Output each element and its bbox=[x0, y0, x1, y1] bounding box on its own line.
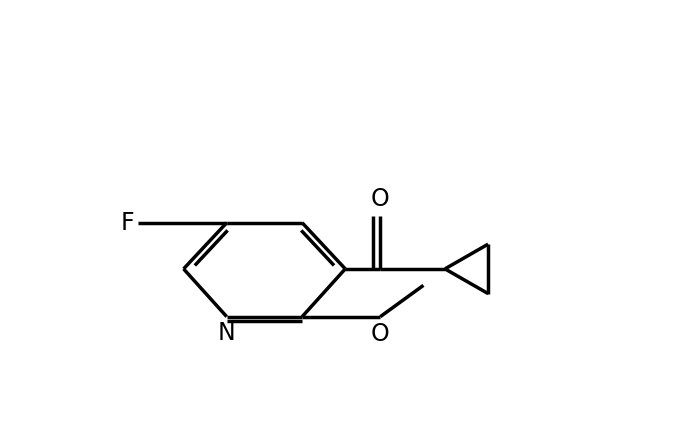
Text: O: O bbox=[371, 187, 390, 211]
Text: N: N bbox=[218, 321, 236, 345]
Text: F: F bbox=[120, 211, 134, 235]
Text: O: O bbox=[371, 322, 390, 346]
